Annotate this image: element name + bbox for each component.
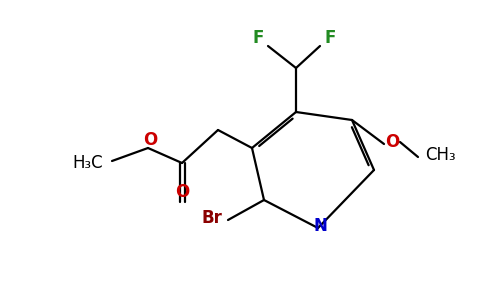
Text: H₃C: H₃C [73, 154, 103, 172]
Text: O: O [175, 183, 189, 201]
Text: Br: Br [201, 209, 223, 227]
Text: N: N [313, 217, 327, 235]
Text: CH₃: CH₃ [424, 146, 455, 164]
Text: O: O [143, 131, 157, 149]
Text: F: F [324, 29, 336, 47]
Text: O: O [385, 133, 399, 151]
Text: F: F [252, 29, 264, 47]
